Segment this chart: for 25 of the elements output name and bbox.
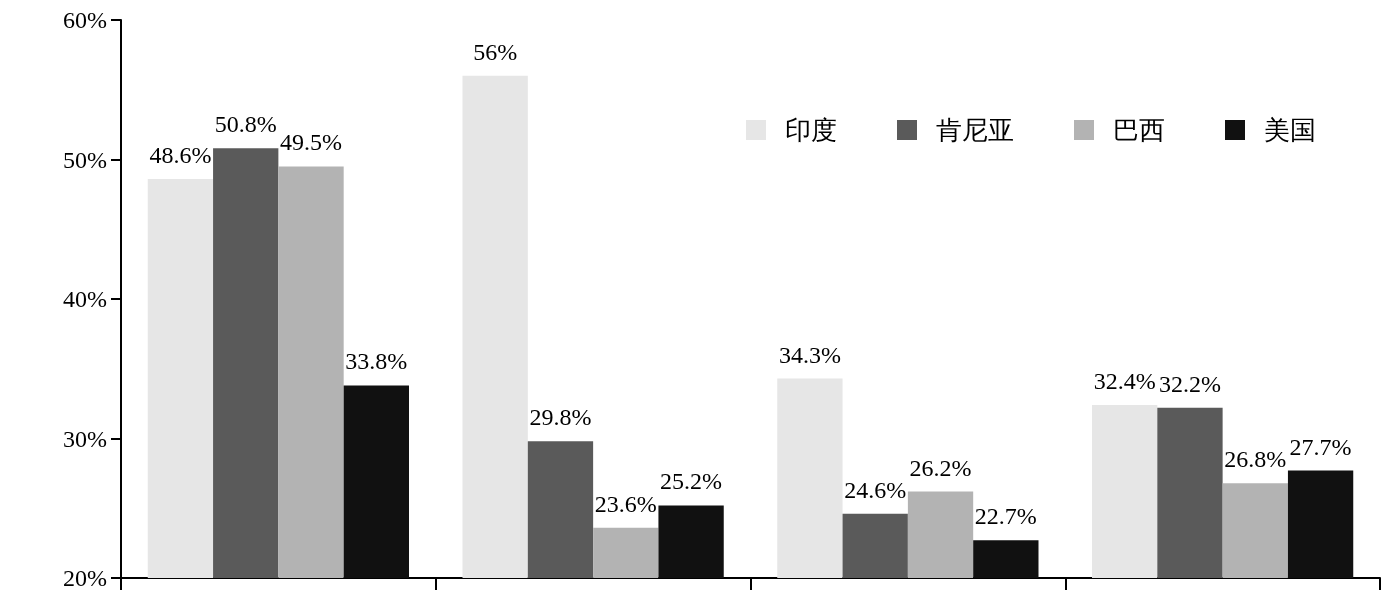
- data-label: 22.7%: [974, 503, 1037, 530]
- data-label: 50.8%: [214, 111, 277, 138]
- data-label: 34.3%: [778, 341, 841, 368]
- data-label: 24.6%: [844, 476, 907, 503]
- data-label: 49.5%: [280, 129, 343, 156]
- data-label: 32.4%: [1093, 368, 1156, 395]
- data-label: 29.8%: [529, 404, 592, 431]
- data-label: 56%: [473, 38, 518, 65]
- data-label: 26.8%: [1224, 446, 1287, 473]
- y-tick-label: 40%: [63, 286, 107, 312]
- legend-label: 肯尼亚: [936, 115, 1014, 145]
- data-label: 33.8%: [345, 348, 408, 375]
- y-tick-label: 20%: [63, 565, 107, 591]
- data-label: 27.7%: [1289, 433, 1352, 460]
- data-label: 48.6%: [149, 142, 212, 169]
- data-label: 32.2%: [1158, 370, 1221, 397]
- legend-label: 巴西: [1113, 115, 1165, 145]
- y-tick-label: 60%: [63, 7, 107, 33]
- legend-label: 美国: [1264, 115, 1316, 145]
- legend-label: 印度: [785, 115, 837, 145]
- data-label: 23.6%: [594, 490, 657, 517]
- y-tick-label: 30%: [63, 425, 107, 452]
- data-label: 25.2%: [660, 468, 723, 495]
- data-label: 26.2%: [909, 454, 972, 481]
- y-tick-label: 50%: [63, 146, 107, 173]
